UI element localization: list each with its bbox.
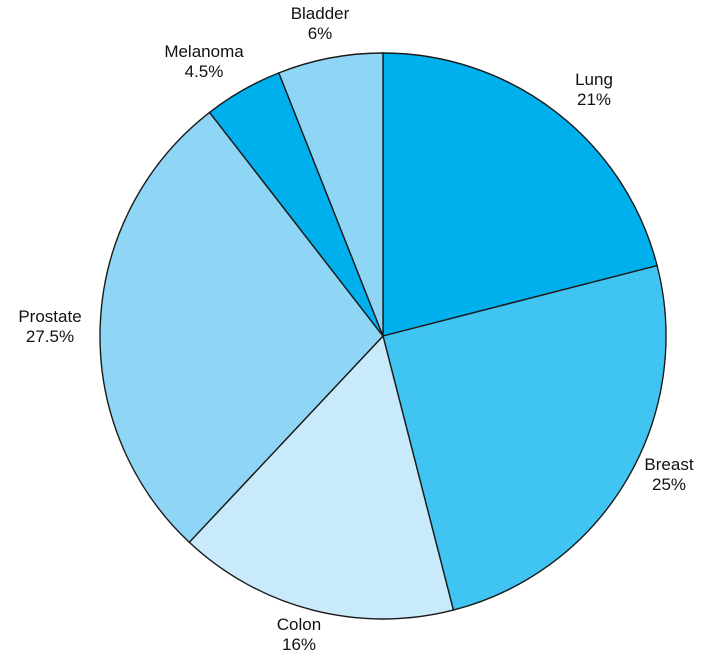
slice-label-breast: Breast 25%	[644, 455, 693, 494]
slice-value: 6%	[308, 24, 333, 43]
pie-slices	[100, 53, 666, 619]
slice-value: 27.5%	[26, 327, 74, 346]
slice-name: Melanoma	[164, 42, 244, 61]
slice-value: 4.5%	[185, 62, 224, 81]
slice-label-prostate: Prostate 27.5%	[18, 307, 81, 346]
slice-value: 25%	[652, 475, 686, 494]
slice-name: Bladder	[291, 4, 350, 23]
slice-value: 16%	[282, 635, 316, 654]
slice-name: Breast	[644, 455, 693, 474]
slice-name: Lung	[575, 70, 613, 89]
slice-name: Prostate	[18, 307, 81, 326]
slice-label-colon: Colon 16%	[277, 615, 321, 654]
slice-label-lung: Lung 21%	[575, 70, 613, 109]
slice-value: 21%	[577, 90, 611, 109]
slice-label-melanoma: Melanoma 4.5%	[164, 42, 244, 81]
slice-label-bladder: Bladder 6%	[291, 4, 350, 43]
slice-name: Colon	[277, 615, 321, 634]
